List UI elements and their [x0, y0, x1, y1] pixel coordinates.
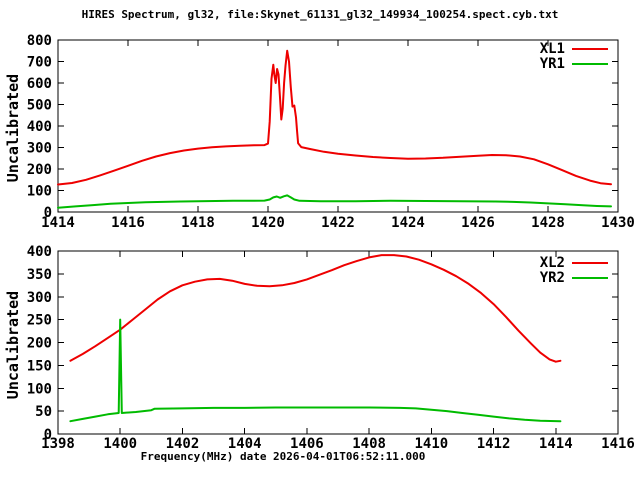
legend-top-panel: XL1 YR1	[540, 42, 608, 71]
legend-label-yr2: YR2	[539, 270, 565, 286]
svg-text:1410: 1410	[414, 436, 448, 452]
svg-text:1414: 1414	[539, 436, 573, 452]
svg-text:1418: 1418	[181, 215, 215, 231]
svg-text:0: 0	[44, 427, 52, 443]
svg-text:700: 700	[27, 55, 52, 71]
legend-line-green-icon	[572, 277, 608, 279]
svg-text:50: 50	[35, 404, 52, 420]
x-axis-label: Frequency(MHz) date 2026-04-01T06:52:11.…	[140, 450, 426, 463]
legend-line-green-icon	[572, 63, 608, 65]
svg-text:300: 300	[27, 141, 52, 157]
y-axis-label-bottom: Uncalibrated	[4, 290, 22, 400]
legend-entry-yr2: YR2	[540, 271, 608, 285]
legend-bottom-panel: XL2 YR2	[540, 256, 608, 285]
svg-text:1412: 1412	[477, 436, 511, 452]
svg-text:1402: 1402	[166, 436, 200, 452]
svg-text:1408: 1408	[352, 436, 386, 452]
legend-entry-xl1: XL1	[540, 42, 608, 56]
svg-text:100: 100	[27, 184, 52, 200]
legend-entry-yr1: YR1	[540, 57, 608, 71]
svg-text:400: 400	[27, 244, 52, 260]
svg-text:1424: 1424	[391, 215, 425, 231]
svg-text:1430: 1430	[601, 215, 635, 231]
svg-text:1406: 1406	[290, 436, 324, 452]
svg-text:1414: 1414	[41, 215, 75, 231]
svg-text:600: 600	[27, 76, 52, 92]
svg-text:100: 100	[27, 381, 52, 397]
y-axis-label-top: Uncalibrated	[4, 73, 22, 183]
svg-text:200: 200	[27, 336, 52, 352]
svg-text:400: 400	[27, 119, 52, 135]
legend-label-xl2: XL2	[539, 255, 565, 271]
legend-label-xl1: XL1	[539, 41, 565, 57]
svg-text:1420: 1420	[251, 215, 285, 231]
svg-text:350: 350	[27, 267, 52, 283]
svg-text:1416: 1416	[111, 215, 145, 231]
legend-line-red-icon	[572, 262, 608, 264]
svg-text:800: 800	[27, 33, 52, 49]
svg-text:250: 250	[27, 313, 52, 329]
svg-text:1416: 1416	[601, 436, 635, 452]
svg-text:200: 200	[27, 162, 52, 178]
svg-text:1428: 1428	[531, 215, 565, 231]
svg-text:1422: 1422	[321, 215, 355, 231]
svg-text:1404: 1404	[228, 436, 262, 452]
svg-text:500: 500	[27, 98, 52, 114]
chart-title: HIRES Spectrum, gl32, file:Skynet_61131_…	[81, 8, 559, 21]
svg-text:0: 0	[44, 205, 52, 221]
legend-entry-xl2: XL2	[540, 256, 608, 270]
svg-text:300: 300	[27, 290, 52, 306]
svg-text:1400: 1400	[103, 436, 137, 452]
legend-line-red-icon	[572, 48, 608, 50]
svg-text:1426: 1426	[461, 215, 495, 231]
svg-text:150: 150	[27, 358, 52, 374]
svg-text:1398: 1398	[41, 436, 75, 452]
legend-label-yr1: YR1	[539, 56, 565, 72]
